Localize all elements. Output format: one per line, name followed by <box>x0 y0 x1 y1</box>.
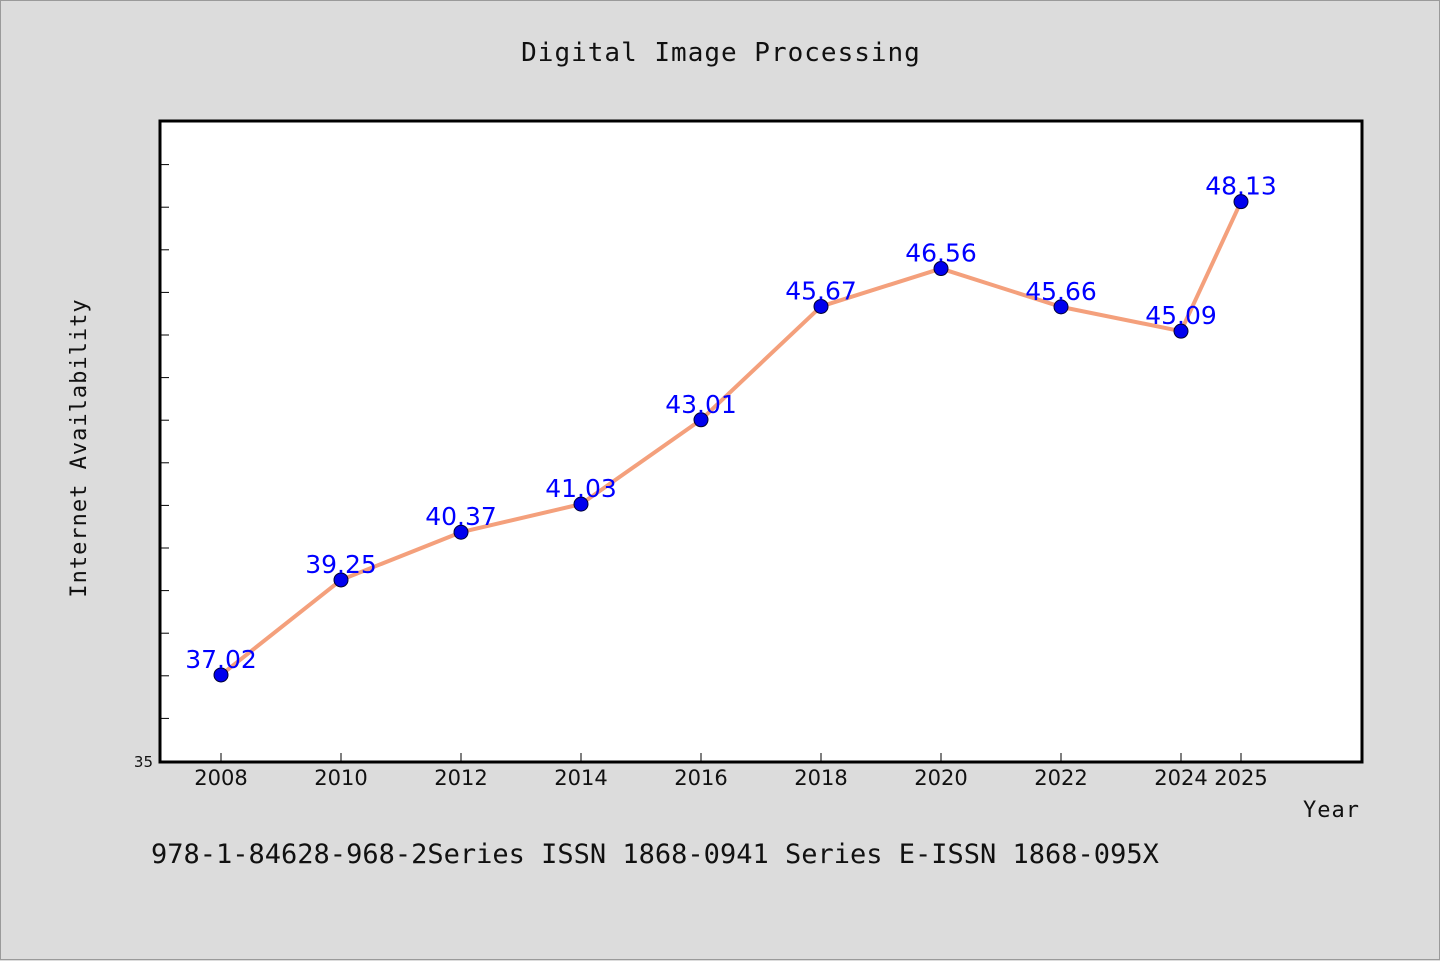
series-line <box>219 200 1243 677</box>
data-label: 37.02 <box>185 645 257 674</box>
data-label: 43.01 <box>665 390 737 419</box>
x-tick-label: 2014 <box>554 766 607 790</box>
data-label: 39.25 <box>305 550 377 579</box>
data-point <box>933 261 949 277</box>
data-label: 45.67 <box>785 276 857 305</box>
x-tick-label: 2016 <box>674 766 727 790</box>
data-point <box>1233 194 1249 210</box>
series-line-group <box>219 200 1243 677</box>
plot-area <box>158 119 1364 764</box>
x-tick-label: 2018 <box>794 766 847 790</box>
data-label: 48.13 <box>1205 172 1277 201</box>
data-point <box>573 496 589 512</box>
x-axis-label: Year <box>1303 798 1360 823</box>
data-label: 45.09 <box>1145 301 1217 330</box>
chart-title: Digital Image Processing <box>521 38 921 68</box>
x-tick-label: 2020 <box>914 766 967 790</box>
data-label: 45.66 <box>1025 277 1097 306</box>
data-point <box>693 412 709 428</box>
x-axis-ticks: 2008 2010 2012 2014 2016 2018 2020 2022 2024 2025 <box>194 753 1268 790</box>
data-point <box>1173 323 1189 339</box>
x-tick-label: 2024 <box>1154 766 1207 790</box>
y-axis-label: Internet Availability <box>67 298 92 597</box>
data-point <box>333 572 349 588</box>
x-tick-label: 2010 <box>314 766 367 790</box>
y-tick-label: 35 <box>134 753 153 771</box>
data-label: 40.37 <box>425 502 497 531</box>
x-tick-label: 2025 <box>1214 766 1267 790</box>
data-label: 46.56 <box>905 239 977 268</box>
data-point <box>1053 299 1069 315</box>
footer-isbn-issn: 978-1-84628-968-2Series ISSN 1868-0941 S… <box>151 839 1159 870</box>
data-point <box>813 298 829 314</box>
data-point <box>453 524 469 540</box>
data-point <box>213 667 229 683</box>
data-markers <box>213 194 1249 683</box>
data-label: 41.03 <box>545 474 617 503</box>
x-tick-label: 2022 <box>1034 766 1087 790</box>
x-tick-label: 2008 <box>194 766 247 790</box>
data-labels: 37.02 39.25 40.37 41.03 43.01 45.67 46.56 45.66… <box>185 172 1277 674</box>
x-tick-label: 2012 <box>434 766 487 790</box>
y-axis-ticks <box>161 164 169 762</box>
